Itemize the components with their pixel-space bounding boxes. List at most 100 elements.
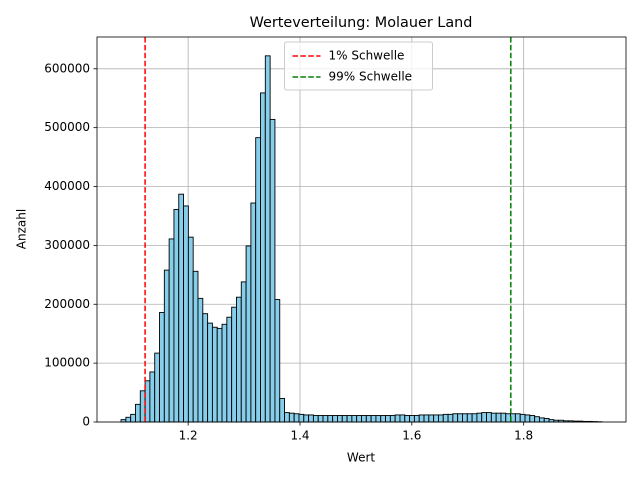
bar [448,414,453,422]
bar [462,414,467,422]
bar [506,414,511,422]
bar [256,138,261,422]
bar [390,416,395,422]
x-axis-label: Wert [347,451,375,465]
bar [155,353,160,422]
bar [265,56,270,422]
bar [169,239,174,422]
bar [424,415,429,422]
bar [198,298,203,422]
bar [193,271,198,422]
bar [246,246,251,422]
chart-title: Werteverteilung: Molauer Land [250,15,473,31]
bar [270,119,275,422]
bar [386,416,391,422]
bar [443,414,448,422]
bar [333,416,338,422]
bar [323,416,328,422]
y-tick-label: 500000 [44,120,90,134]
bar [357,416,362,422]
bar [453,414,458,422]
x-tick-label: 1.6 [402,429,421,443]
bar [419,415,424,422]
bar [342,416,347,422]
bar [525,415,530,422]
bar [217,328,222,422]
bar [241,282,246,422]
bar [261,93,266,422]
bar [203,314,208,422]
y-tick-label: 300000 [44,238,90,252]
bar [304,415,309,422]
y-axis-label: Anzahl [15,209,29,249]
bar [482,413,487,422]
y-tick-label: 400000 [44,179,90,193]
bar [160,313,165,422]
legend: 1% Schwelle 99% Schwelle [285,42,433,90]
y-tick-label: 200000 [44,297,90,311]
bar [227,317,232,422]
bar [352,416,357,422]
bar [318,416,323,422]
bar [501,413,506,422]
bar [410,416,415,422]
y-tick-label: 100000 [44,356,90,370]
bar [222,324,227,422]
bar [126,417,131,422]
x-tick-label: 1.4 [290,429,309,443]
x-tick-label: 1.8 [514,429,533,443]
bar [179,194,184,422]
bar [285,413,290,422]
bar [150,372,155,422]
bar [251,203,256,422]
bar [472,414,477,422]
bars [121,56,602,422]
bar [362,416,367,422]
bar [477,413,482,422]
bar [405,416,410,422]
bar [530,416,535,422]
bar [515,414,520,422]
bar [184,206,189,422]
bar [376,416,381,422]
bar [414,416,419,422]
bar [400,415,405,422]
bar [232,307,237,422]
bar [487,413,492,422]
bar [337,416,342,422]
bar [347,416,352,422]
bar [164,270,169,422]
bar [467,414,472,422]
bar [309,415,314,422]
bar [212,327,217,422]
bar [539,418,544,422]
bar [544,418,549,422]
bar [275,300,280,422]
legend-label: 99% Schwelle [329,70,413,84]
bar [496,413,501,422]
bar [328,416,333,422]
bar [299,414,304,422]
bar [135,404,140,422]
bar [131,414,136,422]
bar [371,416,376,422]
bar [434,415,439,422]
bar [429,415,434,422]
bar [438,415,443,422]
bar [520,414,525,422]
bar [491,413,496,422]
y-tick-label: 0 [82,415,90,429]
bar [381,416,386,422]
bar [174,209,179,422]
bar [535,417,540,422]
x-tick-label: 1.2 [179,429,198,443]
bar [188,237,193,422]
bar [294,414,299,422]
bar [280,398,285,422]
bar [289,413,294,422]
legend-label: 1% Schwelle [329,49,405,63]
bar [458,414,463,422]
bar [236,297,241,422]
